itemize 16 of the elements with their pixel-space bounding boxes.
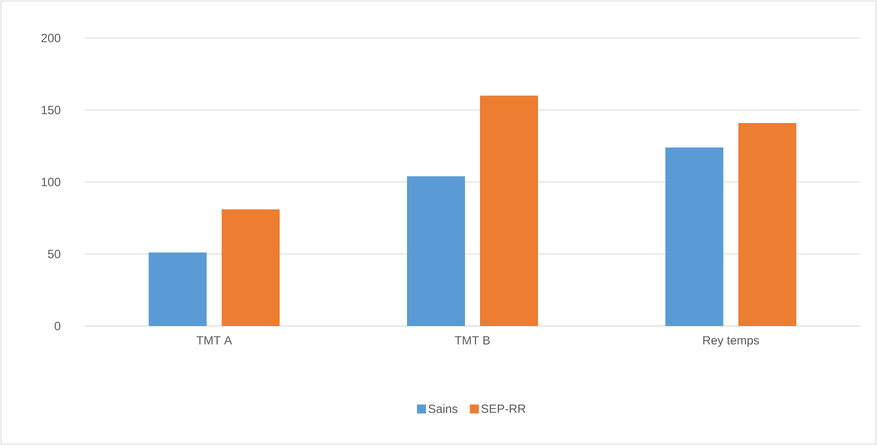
- y-tick-label: 50: [48, 250, 60, 258]
- bar: [480, 96, 538, 326]
- bar: [407, 176, 466, 326]
- bar: [665, 147, 724, 326]
- bar: [148, 252, 207, 326]
- bar: [222, 209, 280, 326]
- x-tick-label: TMT B: [454, 336, 490, 344]
- y-tick-label: 150: [42, 106, 60, 114]
- bar: [738, 122, 796, 326]
- x-tick-label: Rey temps: [703, 336, 759, 347]
- legend-label: SEP-RR: [481, 404, 526, 413]
- y-tick-label: 0: [54, 322, 60, 330]
- y-tick-label: 200: [41, 34, 60, 42]
- y-tick-label: 100: [42, 178, 60, 186]
- legend-label: Sains: [428, 404, 458, 414]
- x-tick-label: TMT A: [196, 336, 232, 344]
